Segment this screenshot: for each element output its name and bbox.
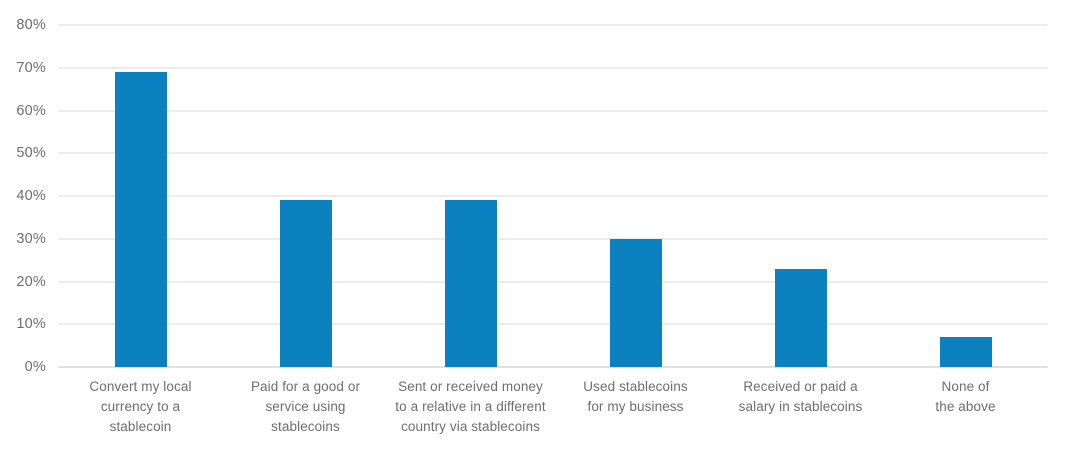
x-category-label-line: the above	[935, 399, 996, 414]
x-category-label: Received or paid a salary in stablecoins	[696, 377, 906, 417]
gridline-70	[58, 66, 1048, 69]
x-category-label: Paid for a good or service using stablecoi…	[201, 377, 411, 437]
y-tick-label: 10%	[16, 316, 46, 333]
x-category-label-line: service using	[265, 399, 346, 414]
x-category-label: Sent or received money to a relative in a…	[366, 377, 576, 437]
bar-6	[939, 337, 992, 367]
x-category-label-line: currency to a	[100, 399, 181, 414]
x-category-label-line: stablecoins	[271, 419, 340, 434]
bar-2	[279, 200, 332, 367]
x-category-label-line: Sent or received money	[398, 379, 543, 394]
gridline-60	[58, 109, 1048, 112]
x-category-label-line: to a relative in a different	[395, 399, 546, 414]
x-category-label-line: salary in stablecoins	[738, 399, 863, 414]
y-tick-label: 40%	[16, 188, 46, 204]
gridline-10	[58, 323, 1048, 326]
x-category-label-line: stablecoin	[109, 419, 172, 434]
y-tick-label: 60%	[16, 102, 46, 119]
y-tick-label: 0%	[24, 359, 46, 375]
y-tick-label: 80%	[16, 17, 46, 33]
gridline-80	[58, 24, 1048, 26]
gridline-30	[58, 237, 1048, 240]
x-category-label-line: for my business	[587, 399, 684, 414]
gridline-50	[58, 152, 1048, 155]
bar-1	[114, 72, 167, 367]
bar-5	[774, 268, 827, 367]
y-tick-label: 30%	[16, 230, 46, 247]
bar-3	[444, 200, 497, 367]
x-category-label-line: Convert my local	[89, 379, 192, 394]
x-category-label: Convert my local currency to a stablecoin	[36, 377, 246, 437]
x-category-label-line: Received or paid a	[743, 379, 858, 394]
y-tick-label: 20%	[16, 273, 46, 290]
x-category-label-line: Used stablecoins	[583, 379, 688, 394]
y-tick-label: 70%	[16, 59, 46, 76]
x-category-label-line: None of	[941, 379, 990, 394]
x-axis-line	[58, 366, 1048, 368]
x-category-label: None of the above	[861, 377, 1071, 417]
x-category-label: Used stablecoins for my business	[531, 377, 741, 417]
gridline-40	[58, 195, 1048, 197]
y-tick-label: 50%	[16, 145, 46, 162]
gridline-20	[58, 280, 1048, 283]
x-category-label-line: country via stablecoins	[401, 419, 540, 434]
bar-4	[609, 238, 662, 367]
x-category-label-line: Paid for a good or	[250, 379, 361, 394]
